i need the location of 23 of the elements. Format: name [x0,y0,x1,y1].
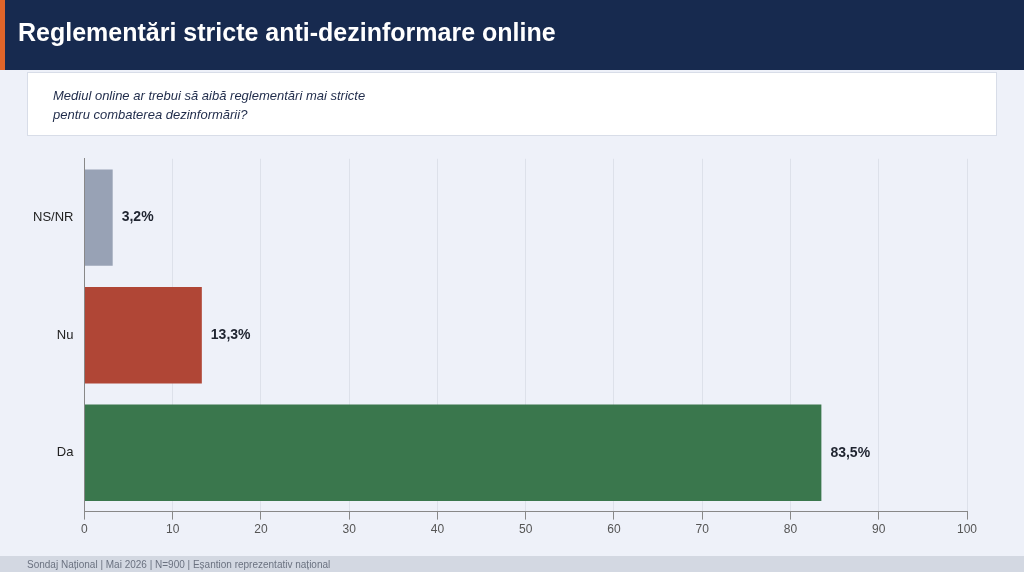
y-tick-label: Da [56,444,75,460]
data-label: 3,2% [121,208,155,225]
x-tick-label: 60 [607,522,621,537]
bar [84,404,822,502]
text: Sondaj Național | Mai 2026 | N=900 | Eșantion reprezentativ național [27,559,331,570]
data-label: 83,5% [830,443,871,460]
x-tick-label: 10 [166,522,180,537]
bar [84,169,113,266]
x-tick-label: 70 [695,522,710,537]
x-tick-label: 0 [81,522,89,537]
chart-title: Reglementări stricte anti-dezinformare online [18,18,556,47]
x-tick-label: 30 [342,522,357,537]
data-label: 13,3% [210,326,252,343]
x-tick-label: 20 [254,522,268,537]
x-tick-label: 40 [430,522,445,537]
x-tick-label: 50 [519,522,533,537]
bar [84,286,202,384]
y-tick-label: NS/NR [32,209,74,225]
x-tick-label: 100 [956,522,978,537]
x-tick-label: 90 [872,522,886,537]
y-tick-label: Nu [56,326,74,342]
x-tick-label: 80 [783,522,798,537]
chart-subtitle: Mediul online ar trebui să aibă reglementări mai stricte pentru combaterea dezinformării? [53,87,366,124]
